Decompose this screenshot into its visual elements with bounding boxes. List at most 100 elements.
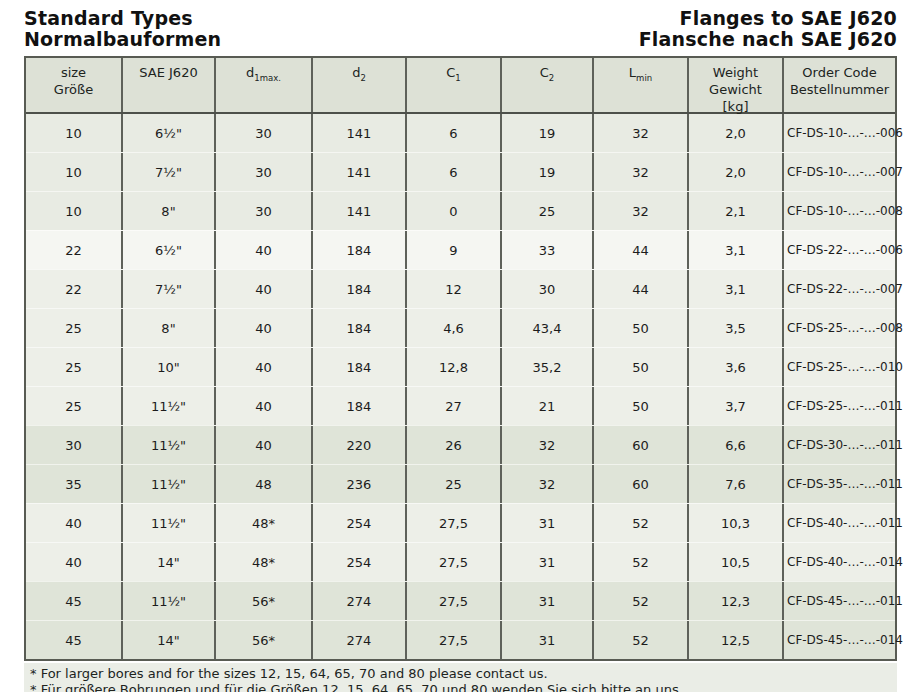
table-row: 2511½"401842721503,7CF-DS-25-…-…-011 (26, 386, 895, 425)
table-row: 108"30141025322,1CF-DS-10-…-…-008 (26, 191, 895, 230)
cell-d2: 184 (311, 387, 405, 425)
cell-c2: 31 (500, 582, 592, 620)
column-header-size: sizeGröße (26, 58, 121, 112)
cell-d1max: 30 (214, 153, 311, 191)
column-header-sae-j620: SAE J620 (121, 58, 214, 112)
cell-lmin: 32 (592, 192, 687, 230)
table-row: 258"401844,643,4503,5CF-DS-25-…-…-008 (26, 308, 895, 347)
cell-order-code: CF-DS-25-…-…-011 (782, 387, 895, 425)
cell-c1: 27,5 (405, 504, 500, 542)
cell-lmin: 50 (592, 348, 687, 386)
right-title-de: Flansche nach SAE J620 (639, 29, 897, 50)
column-header-d2: d2 (311, 58, 405, 112)
cell-c2: 35,2 (500, 348, 592, 386)
cell-sae-j620: 10" (121, 348, 214, 386)
cell-size: 30 (26, 426, 121, 464)
cell-sae-j620: 8" (121, 192, 214, 230)
footnotes: * For larger bores and for the sizes 12,… (24, 663, 897, 692)
table-row: 3511½"482362532607,6CF-DS-35-…-…-011 (26, 464, 895, 503)
cell-d2: 184 (311, 270, 405, 308)
cell-c1: 6 (405, 114, 500, 152)
cell-lmin: 32 (592, 153, 687, 191)
column-header-d1max: d1max. (214, 58, 311, 112)
cell-lmin: 60 (592, 465, 687, 503)
cell-d2: 274 (311, 621, 405, 659)
cell-weight: 3,7 (687, 387, 782, 425)
cell-size: 25 (26, 387, 121, 425)
cell-c2: 25 (500, 192, 592, 230)
right-title-en: Flanges to SAE J620 (639, 8, 897, 29)
table-row: 2510"4018412,835,2503,6CF-DS-25-…-…-010 (26, 347, 895, 386)
cell-d2: 184 (311, 309, 405, 347)
column-header-order-code: Order CodeBestellnummer (782, 58, 895, 112)
cell-weight: 6,6 (687, 426, 782, 464)
table-row: 107½"30141619322,0CF-DS-10-…-…-007 (26, 152, 895, 191)
cell-d1max: 56* (214, 621, 311, 659)
cell-size: 35 (26, 465, 121, 503)
table-row: 227½"401841230443,1CF-DS-22-…-…-007 (26, 269, 895, 308)
cell-sae-j620: 11½" (121, 504, 214, 542)
cell-order-code: CF-DS-40-…-…-014 (782, 543, 895, 581)
cell-c2: 43,4 (500, 309, 592, 347)
cell-lmin: 44 (592, 231, 687, 269)
cell-lmin: 50 (592, 387, 687, 425)
cell-d1max: 30 (214, 192, 311, 230)
cell-c2: 21 (500, 387, 592, 425)
cell-c2: 19 (500, 153, 592, 191)
table-body: 106½"30141619322,0CF-DS-10-…-…-006107½"3… (26, 114, 895, 659)
cell-c2: 32 (500, 465, 592, 503)
cell-order-code: CF-DS-10-…-…-008 (782, 192, 895, 230)
cell-size: 22 (26, 231, 121, 269)
cell-c1: 27,5 (405, 621, 500, 659)
cell-lmin: 60 (592, 426, 687, 464)
cell-weight: 2,0 (687, 153, 782, 191)
cell-sae-j620: 11½" (121, 582, 214, 620)
cell-weight: 2,1 (687, 192, 782, 230)
cell-d1max: 30 (214, 114, 311, 152)
cell-size: 40 (26, 504, 121, 542)
cell-order-code: CF-DS-10-…-…-007 (782, 153, 895, 191)
cell-c2: 19 (500, 114, 592, 152)
cell-sae-j620: 11½" (121, 387, 214, 425)
cell-sae-j620: 6½" (121, 231, 214, 269)
cell-size: 45 (26, 621, 121, 659)
cell-lmin: 52 (592, 543, 687, 581)
cell-c1: 26 (405, 426, 500, 464)
cell-d2: 236 (311, 465, 405, 503)
cell-d2: 141 (311, 153, 405, 191)
cell-c1: 27,5 (405, 543, 500, 581)
cell-c2: 31 (500, 621, 592, 659)
cell-order-code: CF-DS-30-…-…-011 (782, 426, 895, 464)
cell-weight: 3,6 (687, 348, 782, 386)
cell-d2: 141 (311, 192, 405, 230)
cell-d2: 184 (311, 231, 405, 269)
table-row: 4011½"48*25427,5315210,3CF-DS-40-…-…-011 (26, 503, 895, 542)
cell-sae-j620: 11½" (121, 465, 214, 503)
footnote: * Für größere Bohrungen und für die Größ… (30, 682, 891, 692)
cell-c1: 12 (405, 270, 500, 308)
cell-size: 10 (26, 114, 121, 152)
cell-c1: 27 (405, 387, 500, 425)
cell-size: 45 (26, 582, 121, 620)
cell-d1max: 40 (214, 387, 311, 425)
cell-d2: 254 (311, 543, 405, 581)
cell-d2: 274 (311, 582, 405, 620)
cell-order-code: CF-DS-45-…-…-011 (782, 582, 895, 620)
cell-c1: 27,5 (405, 582, 500, 620)
cell-sae-j620: 14" (121, 543, 214, 581)
cell-order-code: CF-DS-22-…-…-006 (782, 231, 895, 269)
cell-d1max: 40 (214, 348, 311, 386)
cell-size: 10 (26, 192, 121, 230)
cell-weight: 2,0 (687, 114, 782, 152)
cell-weight: 12,5 (687, 621, 782, 659)
cell-d1max: 40 (214, 309, 311, 347)
cell-sae-j620: 14" (121, 621, 214, 659)
cell-weight: 10,5 (687, 543, 782, 581)
cell-c1: 6 (405, 153, 500, 191)
cell-d1max: 48* (214, 504, 311, 542)
footnote: * For larger bores and for the sizes 12,… (30, 666, 891, 682)
cell-c2: 31 (500, 543, 592, 581)
cell-d1max: 48* (214, 543, 311, 581)
cell-c2: 30 (500, 270, 592, 308)
column-header-c2: C2 (500, 58, 592, 112)
